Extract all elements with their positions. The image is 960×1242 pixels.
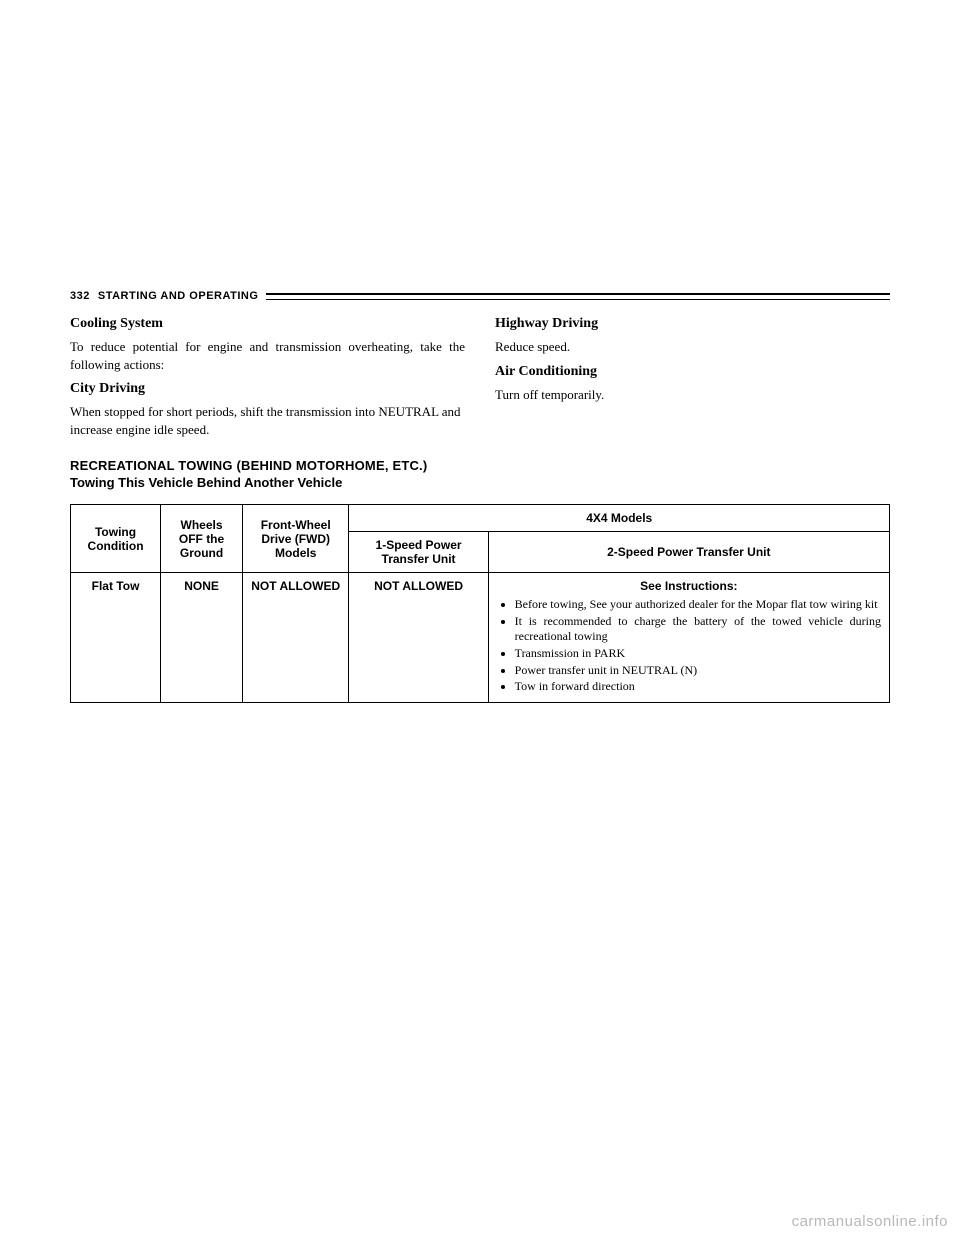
city-driving-heading: City Driving bbox=[70, 381, 465, 397]
towing-table: Towing Condition Wheels OFF the Ground F… bbox=[70, 504, 890, 703]
page-header: 332 STARTING AND OPERATING bbox=[70, 290, 890, 302]
th-fwd: Front-Wheel Drive (FWD) Models bbox=[242, 505, 348, 573]
th-wheels-off: Wheels OFF the Ground bbox=[161, 505, 243, 573]
table-header-row-1: Towing Condition Wheels OFF the Ground F… bbox=[71, 505, 890, 532]
list-item: Power transfer unit in NEUTRAL (N) bbox=[515, 663, 881, 679]
air-conditioning-text: Turn off temporarily. bbox=[495, 386, 890, 404]
instructions-title: See Instructions: bbox=[497, 579, 881, 593]
towing-subheading: Towing This Vehicle Behind Another Vehic… bbox=[70, 475, 890, 490]
instructions-list: Before towing, See your authorized deale… bbox=[497, 597, 881, 695]
cell-wheels: NONE bbox=[161, 573, 243, 703]
city-driving-text: When stopped for short periods, shift th… bbox=[70, 403, 465, 438]
list-item: Transmission in PARK bbox=[515, 646, 881, 662]
th-one-speed: 1-Speed Power Transfer Unit bbox=[349, 532, 488, 573]
content-columns: Cooling System To reduce potential for e… bbox=[70, 308, 890, 444]
list-item: Tow in forward direction bbox=[515, 679, 881, 695]
cell-condition: Flat Tow bbox=[71, 573, 161, 703]
cooling-system-text: To reduce potential for engine and trans… bbox=[70, 338, 465, 373]
cell-one-speed: NOT ALLOWED bbox=[349, 573, 488, 703]
th-two-speed: 2-Speed Power Transfer Unit bbox=[488, 532, 889, 573]
table-row: Flat Tow NONE NOT ALLOWED NOT ALLOWED Se… bbox=[71, 573, 890, 703]
header-section-title: STARTING AND OPERATING bbox=[98, 290, 265, 302]
th-4x4-models: 4X4 Models bbox=[349, 505, 890, 532]
page-container: 332 STARTING AND OPERATING Cooling Syste… bbox=[0, 0, 960, 763]
watermark: carmanualsonline.info bbox=[792, 1213, 948, 1230]
list-item: Before towing, See your authorized deale… bbox=[515, 597, 881, 613]
list-item: It is recommended to charge the battery … bbox=[515, 614, 881, 645]
left-column: Cooling System To reduce potential for e… bbox=[70, 308, 465, 444]
cell-fwd: NOT ALLOWED bbox=[242, 573, 348, 703]
right-column: Highway Driving Reduce speed. Air Condit… bbox=[495, 308, 890, 444]
highway-driving-heading: Highway Driving bbox=[495, 316, 890, 332]
air-conditioning-heading: Air Conditioning bbox=[495, 364, 890, 380]
header-rule bbox=[266, 293, 890, 300]
cooling-system-heading: Cooling System bbox=[70, 316, 465, 332]
th-towing-condition: Towing Condition bbox=[71, 505, 161, 573]
cell-instructions: See Instructions: Before towing, See you… bbox=[488, 573, 889, 703]
page-number: 332 bbox=[70, 290, 98, 302]
highway-driving-text: Reduce speed. bbox=[495, 338, 890, 356]
recreational-towing-heading: RECREATIONAL TOWING (BEHIND MOTORHOME, E… bbox=[70, 458, 890, 473]
